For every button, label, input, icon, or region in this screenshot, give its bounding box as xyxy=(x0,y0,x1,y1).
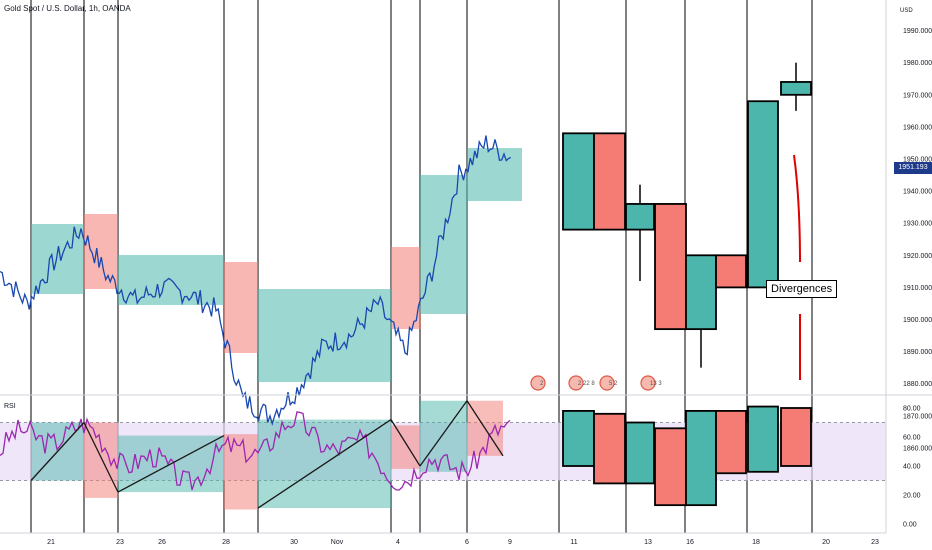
time-tick-label: 6 xyxy=(465,539,469,546)
rsi-line xyxy=(0,400,511,509)
time-axis: 21 23 26 28 30 Nov 4 6 9 11 13 16 18 20 23 xyxy=(0,532,886,546)
time-tick-label: 13 xyxy=(644,539,652,546)
candle-body xyxy=(715,254,747,289)
time-tick-label: 23 xyxy=(871,539,879,546)
candle-body xyxy=(562,132,595,231)
event-badge-icon xyxy=(568,375,584,391)
trend-line xyxy=(419,400,468,467)
trend-line xyxy=(390,419,421,467)
candle-body xyxy=(780,81,812,96)
time-tick-label: 30 xyxy=(290,539,298,546)
rsi-zone xyxy=(391,425,420,469)
rsi-tick-label: 0.00 xyxy=(903,522,917,529)
range-zone xyxy=(391,247,421,329)
time-tick-label: 23 xyxy=(116,539,124,546)
price-tick-label: 1890.000 xyxy=(903,349,932,356)
price-tick-label: 1980.000 xyxy=(903,60,932,67)
rsi-bar xyxy=(715,409,747,475)
price-tick-label: 1930.000 xyxy=(903,221,932,228)
price-tick-label: 1940.000 xyxy=(903,189,932,196)
candle-body xyxy=(625,203,655,231)
rsi-bar xyxy=(654,427,687,507)
rsi-tick-label: 80.00 xyxy=(903,406,921,413)
range-zone xyxy=(420,175,468,314)
range-zones xyxy=(31,148,522,382)
rsi-bar xyxy=(780,407,812,467)
rsi-tick-label: 60.00 xyxy=(903,435,921,442)
time-tick-label: 28 xyxy=(222,539,230,546)
current-price-tag: 1951.193 xyxy=(894,162,932,174)
time-tick-label: 9 xyxy=(508,539,512,546)
event-badge-icon xyxy=(599,375,615,391)
range-zone xyxy=(467,148,522,201)
time-tick-label: Nov xyxy=(331,539,344,546)
event-badge-label: 13 3 xyxy=(650,381,662,387)
price-tick-label: 1920.000 xyxy=(903,253,932,260)
price-tick-label: 1900.000 xyxy=(903,317,932,324)
htf-rsi-bars xyxy=(562,405,812,507)
price-line xyxy=(0,135,512,426)
rsi-bar xyxy=(593,412,626,485)
rsi-bar xyxy=(747,405,779,473)
symbol-title: Gold Spot / U.S. Dollar, 1h, OANDA xyxy=(4,4,131,13)
price-tick-label: 1880.000 xyxy=(903,381,932,388)
rsi-bar xyxy=(685,409,717,507)
price-tick-label: 1950.000 xyxy=(903,157,932,164)
candle-body xyxy=(654,203,687,331)
event-badge-label: 2 22 8 xyxy=(578,381,595,387)
trend-line xyxy=(117,434,225,493)
trend-line xyxy=(83,422,119,493)
price-tick-label: 1870.000 xyxy=(903,413,932,420)
price-series xyxy=(0,135,512,426)
rsi-label: RSI xyxy=(4,403,16,410)
event-badge-label: 5 2 xyxy=(609,381,618,387)
trend-line xyxy=(466,400,504,457)
rsi-bar xyxy=(625,421,655,485)
event-badge-icon xyxy=(640,375,656,391)
divergence-marks xyxy=(793,154,801,380)
rsi-axis: 80.00 60.00 40.00 20.00 0.00 xyxy=(0,394,932,529)
price-tick-label: 1860.000 xyxy=(903,445,932,452)
candle-body xyxy=(747,100,779,289)
price-axis: USD 1990.000 1980.000 1970.000 1960.000 1950.… xyxy=(885,0,932,533)
time-tick-label: 18 xyxy=(752,539,760,546)
event-badge-label: 2 xyxy=(540,381,544,387)
candle-body xyxy=(685,254,717,331)
event-badge-icon xyxy=(530,375,546,391)
trend-line xyxy=(30,422,85,481)
time-tick-label: 16 xyxy=(686,539,694,546)
divergences-label: Divergences xyxy=(766,280,838,298)
range-zone xyxy=(224,262,258,353)
time-tick-label: 4 xyxy=(396,539,400,546)
time-tick-label: 26 xyxy=(158,539,166,546)
rsi-bar xyxy=(562,409,595,467)
time-tick-label: 11 xyxy=(570,539,577,546)
price-axis-unit: USD xyxy=(900,8,913,14)
candle-body xyxy=(593,132,626,231)
range-zone xyxy=(258,289,391,382)
price-tick-label: 1970.000 xyxy=(903,92,932,99)
time-tick-label: 20 xyxy=(822,539,830,546)
trend-line xyxy=(257,419,392,509)
rsi-tick-label: 20.00 xyxy=(903,493,921,500)
divergence-mark-upper xyxy=(793,154,801,263)
price-tick-label: 1990.000 xyxy=(903,28,932,35)
price-tick-label: 1960.000 xyxy=(903,124,932,131)
rsi-tick-label: 40.00 xyxy=(903,464,921,471)
event-badges: 2 2 22 8 5 2 13 3 xyxy=(530,375,662,391)
htf-candles xyxy=(562,62,812,368)
rsi-series xyxy=(0,411,511,491)
price-tick-label: 1910.000 xyxy=(903,285,932,292)
time-tick-label: 21 xyxy=(47,539,55,546)
